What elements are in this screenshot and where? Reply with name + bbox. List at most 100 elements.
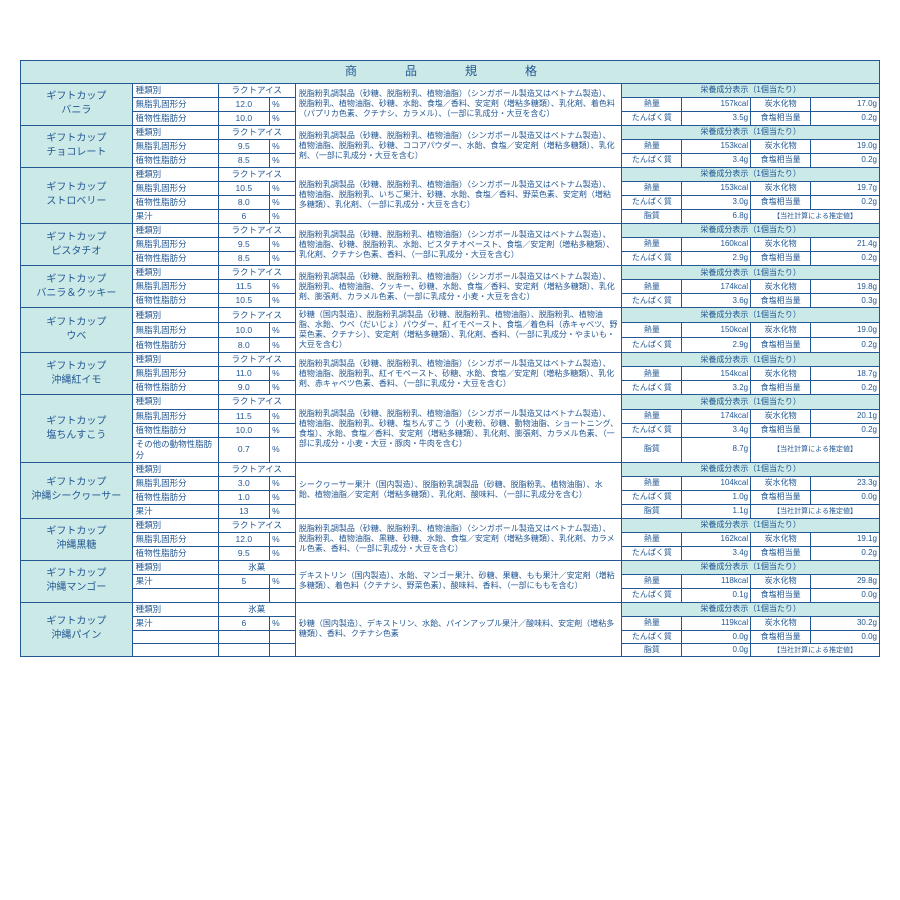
spec-unit: % xyxy=(270,575,296,589)
nut-value: 19.0g xyxy=(811,139,880,153)
product-name: ギフトカップバニラ＆クッキー xyxy=(21,266,133,308)
product-name: ギフトカップ沖縄パイン xyxy=(21,602,133,657)
nut-note: 【当社計算による推定値】 xyxy=(751,210,880,224)
spec-type: 氷菓 xyxy=(218,602,295,616)
nut-label: 炭水化物 xyxy=(751,238,811,252)
nut-label: たんぱく質 xyxy=(622,294,682,308)
nut-label: たんぱく質 xyxy=(622,252,682,266)
nut-value: 21.4g xyxy=(811,238,880,252)
nut-value: 0.1g xyxy=(682,589,751,602)
ingredients: 脱脂粉乳調製品（砂糖、脱脂粉乳、植物油脂）（シンガポール製造又はベトナム製造）、… xyxy=(295,266,621,308)
nut-label: 炭水化物 xyxy=(751,409,811,423)
spec-value: 9.5 xyxy=(218,139,270,153)
spec-value: 10.5 xyxy=(218,294,270,308)
nut-label: 食塩相当量 xyxy=(751,589,811,602)
spec-unit: % xyxy=(270,476,296,490)
spec-type: ラクトアイス xyxy=(218,462,295,476)
spec-value: 10.0 xyxy=(218,423,270,437)
spec-label: 種類別 xyxy=(132,395,218,409)
ingredients: 脱脂粉乳調製品（砂糖、脱脂粉乳、植物油脂）（シンガポール製造又はベトナム製造）、… xyxy=(295,518,621,560)
spec-value: 8.0 xyxy=(218,338,270,353)
nut-label: 食塩相当量 xyxy=(751,423,811,437)
nut-label: 食塩相当量 xyxy=(751,338,811,353)
nut-label: 脂質 xyxy=(622,437,682,462)
spec-type: ラクトアイス xyxy=(218,518,295,532)
nut-value: 8.7g xyxy=(682,437,751,462)
spec-unit: % xyxy=(270,153,296,167)
ingredients: 砂糖（国内製造）、デキストリン、水飴、パインアップル果汁／酸味料、安定剤（増粘多… xyxy=(295,602,621,657)
spec-value: 13 xyxy=(218,504,270,518)
nut-value: 3.4g xyxy=(682,547,751,561)
nut-label: 熱量 xyxy=(622,409,682,423)
nut-label: 食塩相当量 xyxy=(751,381,811,395)
spec-value: 9.5 xyxy=(218,547,270,561)
spec-value: 6 xyxy=(218,210,270,224)
ingredients: 脱脂粉乳調製品（砂糖、脱脂粉乳、植物油脂）（シンガポール製造又はベトナム製造）、… xyxy=(295,395,621,462)
nut-label: 熱量 xyxy=(622,139,682,153)
spec-type: ラクトアイス xyxy=(218,125,295,139)
nut-value: 0.2g xyxy=(811,252,880,266)
nut-value: 162kcal xyxy=(682,532,751,546)
spec-unit: % xyxy=(270,280,296,294)
table-title: 商 品 規 格 xyxy=(21,61,880,84)
nut-value: 3.4g xyxy=(682,153,751,167)
nutrition-header: 栄養成分表示（1個当たり） xyxy=(622,266,880,280)
nut-value: 3.6g xyxy=(682,294,751,308)
nut-value: 20.1g xyxy=(811,409,880,423)
spec-type: ラクトアイス xyxy=(218,308,295,323)
spec-label: 無脂乳固形分 xyxy=(132,181,218,195)
nut-value: 157kcal xyxy=(682,97,751,111)
nut-value: 0.2g xyxy=(811,547,880,561)
spec-label: 果汁 xyxy=(132,210,218,224)
spec-label: 種類別 xyxy=(132,561,218,575)
nut-value: 23.3g xyxy=(811,476,880,490)
spec-label: 植物性脂肪分 xyxy=(132,195,218,209)
spec-value: 8.5 xyxy=(218,252,270,266)
nutrition-header: 栄養成分表示（1個当たり） xyxy=(622,518,880,532)
nut-value: 3.5g xyxy=(682,111,751,125)
spec-value: 5 xyxy=(218,575,270,589)
nut-value: 0.2g xyxy=(811,195,880,209)
nut-label: たんぱく質 xyxy=(622,338,682,353)
spec-label: 種類別 xyxy=(132,83,218,97)
nut-label: 脂質 xyxy=(622,504,682,518)
spec-unit: % xyxy=(270,490,296,504)
ingredients: デキストリン（国内製造）、水飴、マンゴー果汁、砂糖、果糖、もも果汁／安定剤（増粘… xyxy=(295,561,621,602)
spec-value: 11.5 xyxy=(218,280,270,294)
nut-label: たんぱく質 xyxy=(622,195,682,209)
spec-unit: % xyxy=(270,409,296,423)
spec-value: 1.0 xyxy=(218,490,270,504)
nut-value: 0.0g xyxy=(682,630,751,643)
nut-value: 104kcal xyxy=(682,476,751,490)
nut-label: たんぱく質 xyxy=(622,423,682,437)
spec-label: 無脂乳固形分 xyxy=(132,323,218,338)
spec-table: 商 品 規 格 ギフトカップバニラ種類別ラクトアイス脱脂粉乳調製品（砂糖、脱脂粉… xyxy=(20,60,880,657)
spec-unit: % xyxy=(270,547,296,561)
nut-label: たんぱく質 xyxy=(622,547,682,561)
spec-label: その他の動物性脂肪分 xyxy=(132,437,218,462)
nut-label: 食塩相当量 xyxy=(751,111,811,125)
nut-value: 30.2g xyxy=(811,616,880,630)
nut-value: 6.8g xyxy=(682,210,751,224)
nut-value: 2.9g xyxy=(682,338,751,353)
nut-label: 熱量 xyxy=(622,181,682,195)
spec-unit: % xyxy=(270,504,296,518)
ingredients: 脱脂粉乳調製品（砂糖、脱脂粉乳、植物油脂）（シンガポール製造又はベトナム製造）、… xyxy=(295,167,621,223)
nut-note: 【当社計算による推定値】 xyxy=(751,437,880,462)
spec-type: 氷菓 xyxy=(218,561,295,575)
nut-label: 食塩相当量 xyxy=(751,195,811,209)
nut-label: 炭水化物 xyxy=(751,97,811,111)
nut-label: たんぱく質 xyxy=(622,589,682,602)
spec-unit: % xyxy=(270,532,296,546)
nutrition-header: 栄養成分表示（1個当たり） xyxy=(622,125,880,139)
spec-unit: % xyxy=(270,210,296,224)
spec-label: 種類別 xyxy=(132,125,218,139)
nut-label: 炭水化物 xyxy=(751,616,811,630)
spec-label: 植物性脂肪分 xyxy=(132,294,218,308)
spec-value: 10.5 xyxy=(218,181,270,195)
spec-label: 無脂乳固形分 xyxy=(132,409,218,423)
nutrition-header: 栄養成分表示（1個当たり） xyxy=(622,167,880,181)
ingredients: 脱脂粉乳調製品（砂糖、脱脂粉乳、植物油脂）（シンガポール製造又はベトナム製造）、… xyxy=(295,83,621,125)
spec-label: 無脂乳固形分 xyxy=(132,97,218,111)
product-name: ギフトカップ沖縄黒糖 xyxy=(21,518,133,560)
